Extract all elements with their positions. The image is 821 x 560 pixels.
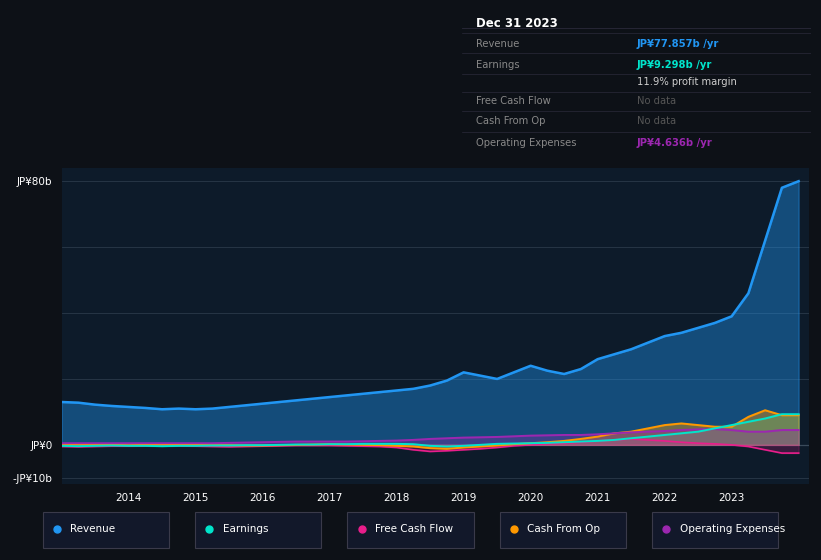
FancyBboxPatch shape [500,512,626,548]
Text: Earnings: Earnings [476,60,520,69]
Text: Operating Expenses: Operating Expenses [476,138,576,148]
FancyBboxPatch shape [347,512,474,548]
Text: JP¥9.298b /yr: JP¥9.298b /yr [637,60,712,69]
Text: No data: No data [637,115,676,125]
Text: 11.9% profit margin: 11.9% profit margin [637,77,736,87]
Text: Free Cash Flow: Free Cash Flow [375,524,453,534]
Text: Revenue: Revenue [476,39,520,49]
Text: No data: No data [637,96,676,106]
FancyBboxPatch shape [43,512,169,548]
Text: JP¥77.857b /yr: JP¥77.857b /yr [637,39,719,49]
Text: Cash From Op: Cash From Op [476,115,546,125]
Text: Earnings: Earnings [222,524,268,534]
Text: Revenue: Revenue [71,524,116,534]
Text: Operating Expenses: Operating Expenses [680,524,785,534]
FancyBboxPatch shape [652,512,778,548]
Text: Dec 31 2023: Dec 31 2023 [476,17,558,30]
Text: Free Cash Flow: Free Cash Flow [476,96,551,106]
FancyBboxPatch shape [195,512,321,548]
Text: JP¥4.636b /yr: JP¥4.636b /yr [637,138,713,148]
Text: Cash From Op: Cash From Op [527,524,600,534]
